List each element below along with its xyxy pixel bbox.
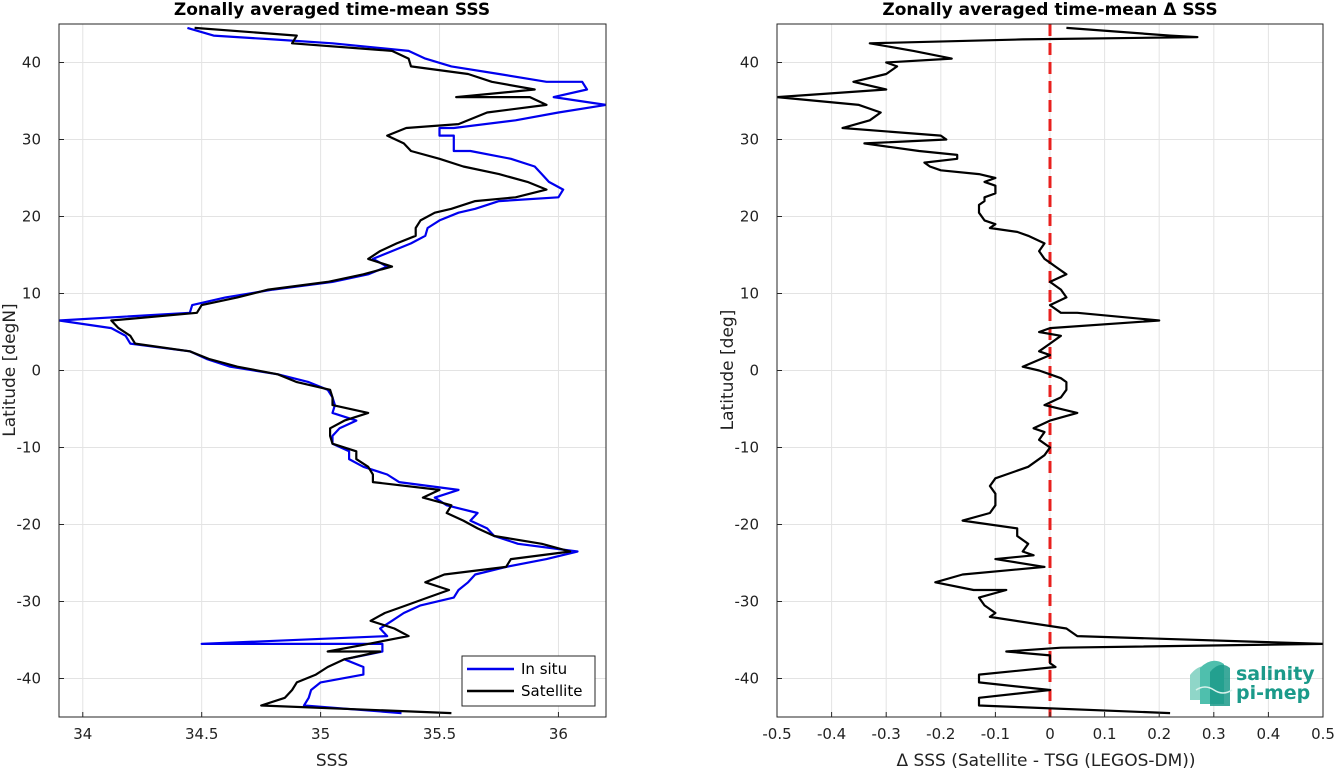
y-tick-label: -10 [735,439,760,457]
left-ticks: 34 34.5 35 35.5 36 -40 -30 -20 -10 0 10 20 30 40 [17,54,568,744]
x-tick-label: 0.1 [1093,725,1117,743]
left-chart: 34 34.5 35 35.5 36 -40 -30 -20 -10 0 10 20 30 40 Zona… [0,0,607,769]
y-tick-label: -20 [735,516,760,534]
salinity-pi-mep-logo: salinity pi-mep [1190,660,1315,706]
legend: In situ Satellite [461,655,596,707]
y-tick-label: 10 [740,285,759,303]
y-tick-label: 0 [31,362,41,380]
x-tick-label: 34 [73,725,92,743]
right-x-axis-label: Δ SSS (Satellite - TSG (LEGOS-DM)) [896,751,1195,769]
x-tick-label: 0.3 [1202,725,1226,743]
x-tick-label: -0.5 [762,725,791,743]
y-tick-label: 40 [22,54,41,72]
x-tick-label: -0.1 [981,725,1010,743]
x-tick-label: 36 [549,725,568,743]
y-tick-label: -40 [17,670,42,688]
left-chart-title: Zonally averaged time-mean SSS [174,0,490,20]
series-line-satellite [110,26,572,715]
y-tick-label: -10 [17,439,42,457]
y-tick-label: 20 [740,208,759,226]
x-tick-label: 0.5 [1311,725,1335,743]
x-tick-label: -0.2 [926,725,955,743]
right-chart: -0.5 -0.4 -0.3 -0.2 -0.1 0 0.1 0.2 0.3 0.4 0.5 -40 -… [718,0,1335,769]
x-tick-label: -0.3 [872,725,901,743]
logo-text-pi-mep: pi-mep [1236,682,1310,704]
right-y-axis-label: Latitude [deg] [718,310,738,431]
y-tick-label: -20 [17,516,42,534]
left-grid [59,24,606,717]
x-tick-label: 0.4 [1256,725,1280,743]
left-y-axis-label: Latitude [degN] [0,303,20,436]
x-tick-label: 0.2 [1147,725,1171,743]
y-tick-label: -30 [17,593,42,611]
x-tick-label: 0 [1045,725,1055,743]
x-tick-label: 35.5 [423,725,456,743]
y-tick-label: -40 [735,670,760,688]
right-chart-title: Zonally averaged time-mean Δ SSS [882,0,1217,20]
logo-text-salinity: salinity [1236,663,1315,685]
x-tick-label: -0.4 [817,725,846,743]
series-line-delta-sss [777,26,1323,715]
left-series [59,26,606,715]
left-x-axis-label: SSS [316,751,348,769]
y-tick-label: 20 [22,208,41,226]
y-tick-label: 30 [22,131,41,149]
y-tick-label: 0 [749,362,759,380]
right-series [777,26,1323,715]
legend-label-in-situ: In situ [521,660,567,678]
y-tick-label: 10 [22,285,41,303]
y-tick-label: -30 [735,593,760,611]
logo-wave-icon [1190,660,1233,706]
legend-label-satellite: Satellite [521,682,582,700]
y-tick-label: 40 [740,54,759,72]
y-tick-label: 30 [740,131,759,149]
x-tick-label: 34.5 [185,725,218,743]
legend-box [461,655,596,707]
x-tick-label: 35 [311,725,330,743]
right-ticks: -0.5 -0.4 -0.3 -0.2 -0.1 0 0.1 0.2 0.3 0.4 0.5 -40 -… [735,54,1335,744]
